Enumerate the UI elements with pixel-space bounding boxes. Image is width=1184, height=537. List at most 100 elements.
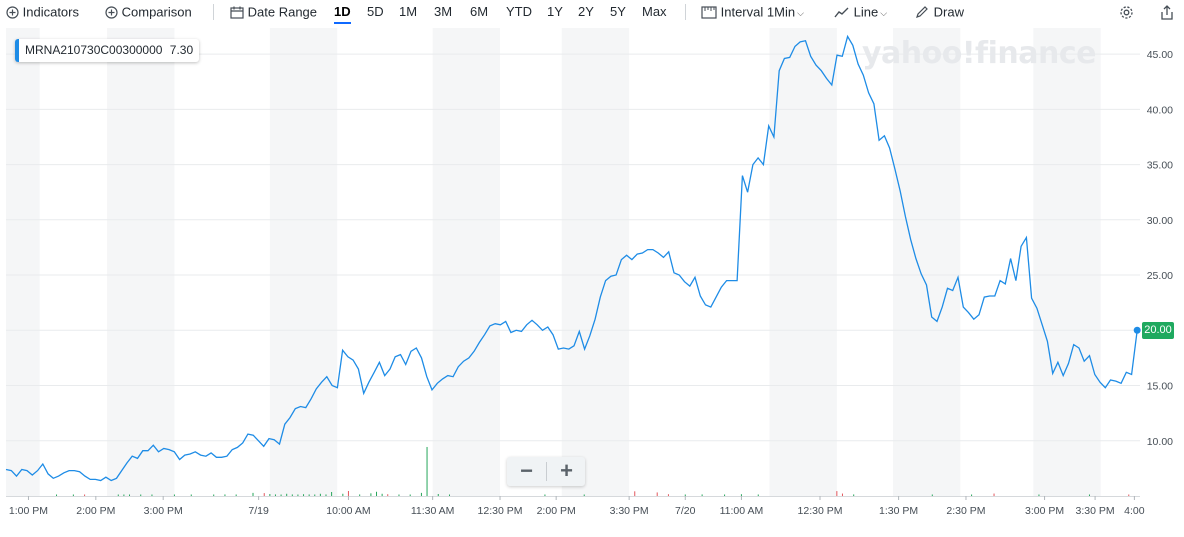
- symbol-legend[interactable]: MRNA210730C00300000 7.30: [15, 39, 200, 62]
- volume-bar: [359, 494, 361, 496]
- volume-bar: [308, 494, 310, 496]
- x-tick-label: 3:00 PM: [1025, 505, 1064, 517]
- volume-bar: [1088, 494, 1090, 496]
- volume-bar: [314, 494, 316, 496]
- indicators-button[interactable]: Indicators: [6, 3, 79, 21]
- indicators-label: Indicators: [22, 4, 79, 20]
- x-tick-label: 3:00 PM: [144, 505, 183, 517]
- plus-circle-icon: [105, 6, 118, 19]
- volume-bar: [190, 494, 192, 496]
- volume-bar: [931, 494, 933, 496]
- x-tick-label: 1:00 PM: [9, 505, 48, 517]
- legend-symbol: MRNA210730C00300000: [25, 43, 163, 57]
- volume-bar: [274, 494, 276, 496]
- range-6m[interactable]: 6M: [470, 4, 489, 19]
- date-range-button[interactable]: Date Range: [230, 3, 317, 21]
- session-band: [769, 28, 837, 496]
- range-3m[interactable]: 3M: [434, 4, 453, 19]
- volume-bar: [1038, 494, 1040, 496]
- range-5d[interactable]: 5D: [367, 4, 384, 19]
- volume-bar: [347, 490, 349, 496]
- comparison-label: Comparison: [121, 4, 192, 20]
- volume-bar: [342, 493, 344, 496]
- session-band: [269, 28, 338, 496]
- calendar-icon: [230, 6, 244, 19]
- legend-value: 7.30: [169, 43, 194, 57]
- volume-bar: [303, 494, 305, 496]
- draw-label: Draw: [933, 4, 964, 20]
- session-band: [107, 28, 175, 496]
- volume-bar: [319, 493, 321, 496]
- x-tick-label: 1:30 PM: [879, 505, 918, 517]
- x-tick-label: 2:00 PM: [537, 505, 576, 517]
- toolbar: Indicators Comparison Date Range 1D 5D 1M 3…: [0, 0, 1184, 24]
- chart-type-label: Line: [853, 4, 879, 20]
- share-button[interactable]: [1160, 3, 1174, 21]
- y-tick-label: 10.00: [1147, 436, 1173, 448]
- grid-lines: [6, 53, 1140, 442]
- y-tick-label: 30.00: [1147, 215, 1173, 227]
- volume-bars: [56, 446, 1130, 496]
- yahoo-finance-watermark: yahoo!finance: [862, 36, 1096, 71]
- last-price-dot: [1133, 326, 1141, 334]
- volume-bar: [420, 492, 422, 496]
- x-tick-label: 2:30 PM: [946, 505, 985, 517]
- x-tick-label: 7/20: [675, 505, 696, 517]
- volume-bar: [263, 493, 265, 496]
- volume-bar: [409, 494, 411, 496]
- zoom-in-button[interactable]: +: [560, 458, 573, 483]
- interval-value: 1Min: [766, 4, 796, 20]
- zoom-out-button[interactable]: −: [520, 458, 533, 483]
- comparison-button[interactable]: Comparison: [105, 3, 192, 21]
- volume-bar: [286, 493, 288, 496]
- volume-bar: [544, 494, 546, 496]
- session-band: [892, 28, 961, 496]
- volume-bar: [701, 494, 703, 496]
- y-tick-label: 35.00: [1147, 160, 1173, 172]
- x-tick-label: 12:30 PM: [798, 505, 843, 517]
- volume-bar: [684, 494, 686, 496]
- settings-button[interactable]: [1119, 3, 1134, 21]
- x-tick-label: 11:30 AM: [411, 505, 455, 517]
- volume-bar: [370, 493, 372, 496]
- volume-bar: [84, 494, 86, 496]
- volume-bar: [151, 494, 153, 496]
- range-1m[interactable]: 1M: [399, 4, 418, 19]
- volume-bar: [448, 494, 450, 496]
- volume-bar: [387, 494, 389, 496]
- interval-label: Interval: [720, 4, 764, 20]
- share-icon: [1161, 5, 1173, 20]
- draw-button[interactable]: Draw: [915, 3, 964, 21]
- range-5y[interactable]: 5Y: [610, 4, 626, 19]
- range-1y[interactable]: 1Y: [547, 4, 563, 19]
- volume-bar: [140, 494, 142, 496]
- volume-bar: [836, 491, 838, 496]
- volume-bar: [235, 494, 237, 496]
- y-tick-label: 25.00: [1147, 270, 1173, 282]
- chart-type-dropdown[interactable]: Line ⌵: [834, 3, 887, 21]
- volume-bar: [426, 446, 428, 496]
- session-band: [561, 28, 630, 496]
- volume-bar: [656, 492, 658, 496]
- volume-bar: [381, 493, 383, 496]
- volume-bar: [269, 493, 271, 496]
- volume-bar: [993, 493, 995, 496]
- zoom-divider: [546, 462, 547, 481]
- x-tick-label: 11:00 AM: [720, 505, 764, 517]
- volume-bar: [213, 494, 215, 496]
- x-tick-label: 3:30 PM: [610, 505, 649, 517]
- range-ytd[interactable]: YTD: [506, 4, 532, 19]
- y-tick-label: 40.00: [1147, 104, 1173, 116]
- x-tick-label: 3:30 PM: [1076, 505, 1115, 517]
- volume-bar: [331, 491, 333, 496]
- x-tick-label: 7/19: [248, 505, 269, 517]
- interval-dropdown[interactable]: Interval 1Min ⌵: [701, 3, 804, 21]
- range-1d[interactable]: 1D: [334, 4, 351, 24]
- volume-bar: [398, 494, 400, 496]
- range-2y[interactable]: 2Y: [578, 4, 594, 19]
- range-max[interactable]: Max: [642, 4, 667, 19]
- x-tick-label: 10:00 AM: [326, 505, 370, 517]
- zoom-controls: − +: [507, 457, 585, 486]
- price-chart[interactable]: 10.00 15.00 20.00 25.00 30.00 35.00 40.00 45.00…: [0, 28, 1184, 528]
- volume-bar: [129, 494, 131, 496]
